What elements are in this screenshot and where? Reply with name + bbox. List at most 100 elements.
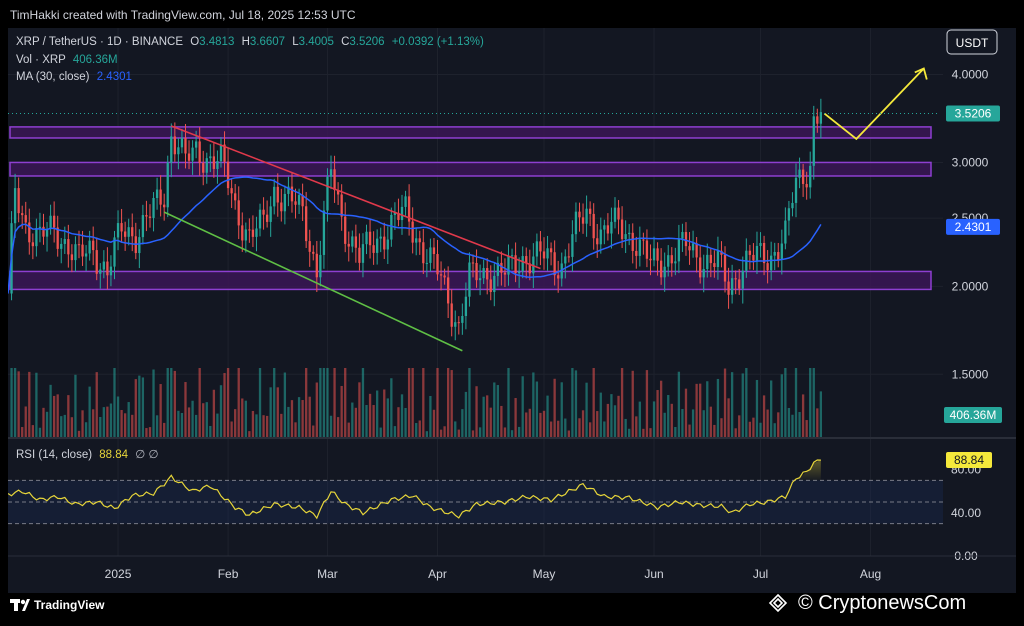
volume-bar bbox=[759, 422, 762, 438]
candle-body bbox=[326, 176, 329, 211]
volume-bar bbox=[84, 422, 88, 438]
volume-bar bbox=[794, 368, 798, 438]
volume-bar bbox=[585, 382, 588, 438]
candle-body bbox=[809, 165, 812, 188]
candle-body bbox=[376, 238, 379, 253]
candle-body bbox=[667, 255, 670, 267]
volume-bar bbox=[312, 425, 315, 438]
candle-body bbox=[305, 206, 308, 242]
volume-bar bbox=[606, 403, 610, 438]
volume-bar bbox=[248, 431, 251, 438]
volume-bar bbox=[592, 368, 595, 438]
candle-body bbox=[727, 281, 730, 295]
volume-bar bbox=[489, 407, 492, 438]
chart-panel[interactable]: XRP / TetherUS · 1D · BINANCE O3.4813 H3… bbox=[7, 28, 1016, 593]
legend-ma[interactable]: MA (30, close) 2.4301 bbox=[16, 71, 132, 83]
candle-body bbox=[255, 228, 258, 237]
rsi-tag: 88.84 bbox=[946, 452, 992, 469]
volume-bar bbox=[184, 382, 187, 438]
volume-bar bbox=[305, 368, 308, 438]
volume-bar bbox=[237, 368, 240, 438]
legend-symbol[interactable]: XRP / TetherUS · 1D · BINANCE O3.4813 H3… bbox=[16, 36, 484, 48]
candle-body bbox=[422, 242, 425, 264]
currency-button-frame[interactable] bbox=[946, 29, 998, 55]
candle-body bbox=[624, 234, 627, 240]
candle-body bbox=[49, 215, 52, 229]
volume-bar bbox=[496, 385, 500, 438]
volume-bar bbox=[407, 368, 411, 438]
time-axis[interactable]: 2025 Feb Mar Apr May Jun Jul Aug bbox=[105, 567, 882, 581]
candle-body bbox=[638, 239, 641, 256]
volume-bar bbox=[432, 409, 436, 438]
volume-bar bbox=[567, 430, 570, 438]
volume-bar bbox=[209, 425, 212, 438]
volume-bar bbox=[588, 422, 592, 438]
volume-bar bbox=[138, 375, 141, 438]
zone-box bbox=[9, 126, 932, 139]
candle-body bbox=[645, 240, 649, 259]
candle-body bbox=[429, 247, 432, 263]
candle-body bbox=[549, 248, 553, 253]
candle-body bbox=[170, 136, 173, 163]
candle-body bbox=[333, 169, 336, 191]
volume-bar bbox=[695, 383, 698, 438]
candle-body bbox=[297, 195, 301, 205]
volume-bar bbox=[752, 417, 755, 438]
candle-body bbox=[557, 275, 560, 279]
candle-body bbox=[184, 137, 187, 154]
volume-bar bbox=[127, 402, 130, 438]
currency-button-label[interactable]: USDT bbox=[956, 36, 989, 50]
candle-body bbox=[688, 246, 691, 251]
volume-bar bbox=[667, 395, 670, 438]
candle-body bbox=[553, 252, 556, 276]
volume-bar bbox=[383, 389, 386, 438]
volume-bar bbox=[649, 428, 652, 438]
candle-body bbox=[425, 262, 429, 264]
volume-bar bbox=[549, 421, 553, 438]
candle-body bbox=[283, 193, 287, 212]
volume-bar bbox=[677, 371, 681, 438]
volume-bar bbox=[17, 371, 20, 438]
candle-body bbox=[411, 221, 414, 243]
candle-body bbox=[784, 220, 787, 244]
candle-body bbox=[496, 262, 500, 276]
volume-bar bbox=[404, 407, 407, 438]
volume-bar bbox=[507, 368, 510, 438]
volume-bar bbox=[812, 368, 815, 438]
volume-bar bbox=[120, 410, 123, 438]
volume-bar bbox=[102, 407, 105, 438]
volume-bar bbox=[457, 429, 460, 438]
candle-body bbox=[308, 241, 311, 252]
candle-body bbox=[684, 232, 688, 247]
volume-bar bbox=[262, 415, 265, 438]
candle-body bbox=[741, 270, 744, 289]
candle-body bbox=[791, 202, 794, 209]
volume-bar bbox=[773, 423, 776, 438]
volume-bar bbox=[418, 420, 421, 438]
volume-bar bbox=[216, 413, 219, 438]
candle-body bbox=[564, 256, 567, 264]
legend-rsi[interactable]: RSI (14, close) 88.84 ∅ ∅ bbox=[16, 449, 158, 461]
candle-body bbox=[407, 196, 411, 222]
volume-bar bbox=[571, 368, 574, 438]
candle-body bbox=[365, 231, 368, 245]
legend-volume[interactable]: Vol · XRP 406.36M bbox=[16, 54, 118, 66]
volume-bar bbox=[336, 417, 340, 438]
volume-bar bbox=[674, 426, 677, 438]
volume-bar bbox=[106, 406, 109, 438]
volume-bar bbox=[642, 428, 645, 438]
volume-bar bbox=[528, 408, 531, 438]
candle-body bbox=[17, 188, 20, 214]
candle-body bbox=[649, 258, 652, 261]
candle-body bbox=[443, 275, 446, 278]
volume-bar bbox=[461, 409, 464, 438]
volume-bar bbox=[791, 414, 794, 438]
candle-body bbox=[230, 188, 233, 194]
chart-canvas[interactable]: XRP / TetherUS · 1D · BINANCE O3.4813 H3… bbox=[7, 28, 1016, 593]
currency-button[interactable]: USDT bbox=[946, 29, 998, 55]
moving-average-line bbox=[7, 176, 822, 294]
footer-graphics: TradingView © CryptonewsCom bbox=[10, 592, 966, 614]
candle-body bbox=[805, 183, 808, 188]
volume-bar bbox=[450, 370, 453, 438]
